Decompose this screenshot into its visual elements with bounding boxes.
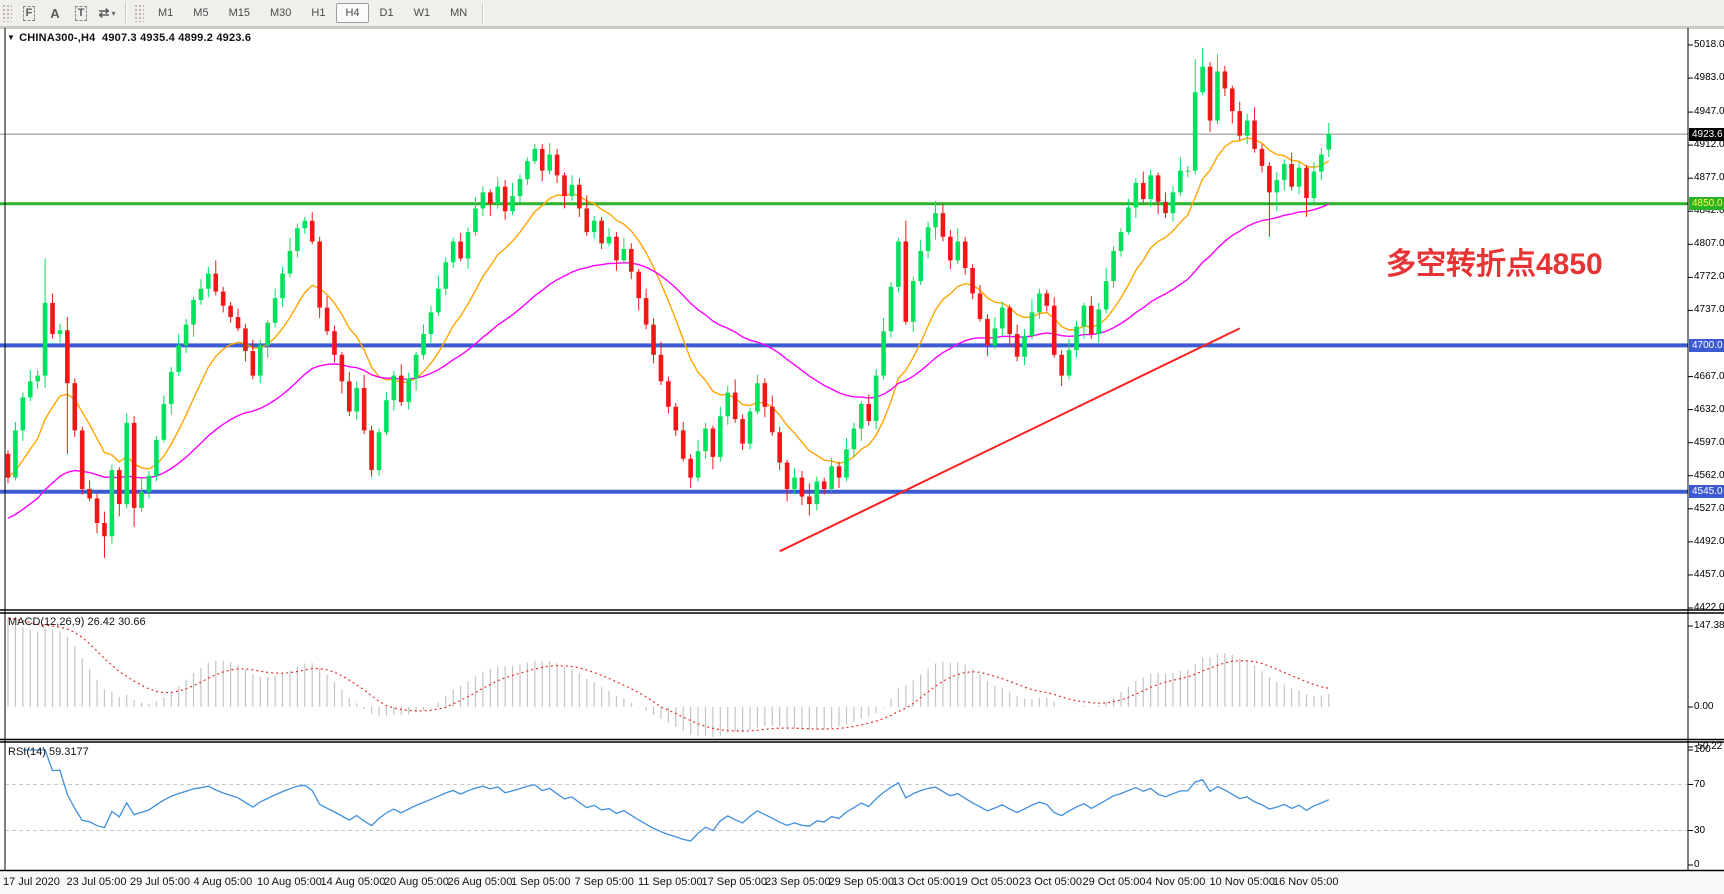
- price-tick: 4492.0: [1694, 535, 1724, 547]
- timeframe-button-h4[interactable]: H4: [336, 3, 369, 23]
- macd-scale-tick: 147.38: [1694, 620, 1724, 631]
- date-axis-label: 23 Jul 05:00: [66, 876, 127, 888]
- date-axis-label: 14 Aug 05:00: [320, 876, 386, 888]
- timeframe-button-d1[interactable]: D1: [379, 7, 394, 19]
- timeframe-button-m5[interactable]: M5: [193, 7, 209, 19]
- toolbar-grip-2[interactable]: [134, 4, 144, 22]
- date-axis-label: 29 Sep 05:00: [828, 876, 894, 888]
- price-tick: 4597.0: [1694, 436, 1724, 448]
- rsi-scale-tick: 0: [1694, 859, 1700, 870]
- date-axis-label: 19 Oct 05:00: [955, 876, 1019, 888]
- timeframe-button-m30[interactable]: M30: [269, 7, 292, 19]
- toolbar-separator-2: [482, 3, 485, 23]
- rsi-scale-tick: 70: [1694, 778, 1706, 790]
- price-tick: 4807.0: [1694, 238, 1724, 250]
- top-toolbar: F A T ⇄ ▾ M1 M5 M15 M30 H1 H4 D1 W1 MN: [0, 0, 1724, 27]
- toolbar-separator: [125, 3, 127, 23]
- price-tick: 4737.0: [1694, 304, 1724, 316]
- price-tick: 4457.0: [1694, 568, 1724, 580]
- text-box-t-icon[interactable]: T: [68, 2, 94, 25]
- price-tick: 4983.0: [1694, 72, 1724, 84]
- price-badge: 4923.6: [1689, 127, 1724, 141]
- price-badge: 4700.0: [1689, 338, 1724, 352]
- date-axis-label: 17 Sep 05:00: [701, 876, 767, 888]
- timeframe-button-mn[interactable]: MN: [450, 7, 468, 19]
- price-tick: 4667.0: [1694, 370, 1724, 382]
- symbol-dropdown-icon[interactable]: ▼: [7, 33, 16, 42]
- date-axis-label: 4 Nov 05:00: [1146, 876, 1206, 888]
- rsi-scale-tick: 100: [1694, 744, 1711, 755]
- rsi-label: RSI(14) 59.3177: [8, 746, 89, 758]
- date-axis-label: 4 Aug 05:00: [193, 876, 253, 888]
- price-tick: 4772.0: [1694, 271, 1724, 283]
- toolbar-grip[interactable]: [2, 4, 12, 22]
- price-tick: 4527.0: [1694, 502, 1724, 514]
- date-axis: 17 Jul 2020 23 Jul 05:00 29 Jul 05:00 4 Aug…: [0, 872, 1724, 894]
- timeframe-group: M1 M5 M15 M30 H1 H4 D1 W1 MN: [148, 3, 477, 23]
- ohlc-values: 4907.3 4935.4 4899.2 4923.6: [102, 32, 252, 44]
- date-axis-label: 10 Nov 05:00: [1209, 876, 1275, 888]
- timeframe-button-m15[interactable]: M15: [228, 7, 250, 19]
- date-axis-label: 10 Aug 05:00: [257, 876, 322, 888]
- chart-window[interactable]: ▼ CHINA300-,H4 4907.3 4935.4 4899.2 4923.…: [0, 27, 1724, 894]
- price-tick: 4422.0: [1694, 601, 1724, 613]
- macd-scale-tick: -50.22: [1694, 741, 1723, 752]
- price-tick: 4842.0: [1694, 205, 1724, 217]
- date-axis-label: 20 Aug 05:00: [384, 876, 449, 888]
- timeframe-button-h1[interactable]: H1: [311, 7, 326, 19]
- dotted-box-f-icon[interactable]: F: [16, 2, 42, 25]
- drawing-tools-group: F A T ⇄ ▾: [16, 2, 120, 25]
- price-badge: 4850.0: [1689, 197, 1724, 211]
- date-axis-label: 17 Jul 2020: [3, 876, 60, 888]
- macd-label: MACD(12,26,9) 26.42 30.66: [8, 616, 146, 628]
- chart-text-annotation: 多空转折点4850: [1386, 248, 1603, 281]
- date-axis-label: 11 Sep 05:00: [638, 876, 703, 888]
- price-tick: 4912.0: [1694, 139, 1724, 151]
- label-a-icon[interactable]: A: [50, 5, 60, 21]
- date-axis-label: 26 Aug 05:00: [447, 876, 513, 888]
- price-tick: 4632.0: [1694, 403, 1724, 415]
- symbol-period-label: CHINA300-,H4: [19, 32, 96, 44]
- chart-title: ▼ CHINA300-,H4 4907.3 4935.4 4899.2 4923.…: [7, 32, 251, 44]
- price-tick: 5018.0: [1694, 39, 1724, 50]
- date-axis-label: 16 Nov 05:00: [1273, 876, 1339, 888]
- price-tick: 4877.0: [1694, 172, 1724, 184]
- date-axis-label: 23 Oct 05:00: [1019, 876, 1082, 888]
- arrow-style-icon[interactable]: ⇄ ▾: [98, 5, 116, 20]
- date-axis-label: 13 Oct 05:00: [892, 876, 955, 888]
- price-tick: 4562.0: [1694, 469, 1724, 481]
- date-axis-label: 29 Oct 05:00: [1082, 876, 1146, 888]
- rsi-scale-tick: 30: [1694, 824, 1706, 836]
- macd-scale-tick: 0.00: [1694, 701, 1714, 712]
- date-axis-label: 29 Jul 05:00: [130, 876, 190, 888]
- timeframe-button-m1[interactable]: M1: [158, 7, 174, 19]
- date-axis-label: 23 Sep 05:00: [765, 876, 831, 888]
- date-axis-label: 1 Sep 05:00: [511, 876, 571, 888]
- price-badge: 4545.0: [1689, 485, 1724, 499]
- chart-canvas[interactable]: [0, 27, 1724, 894]
- price-tick: 4947.0: [1694, 106, 1724, 118]
- date-axis-label: 7 Sep 05:00: [574, 876, 634, 888]
- timeframe-button-w1[interactable]: W1: [413, 7, 431, 19]
